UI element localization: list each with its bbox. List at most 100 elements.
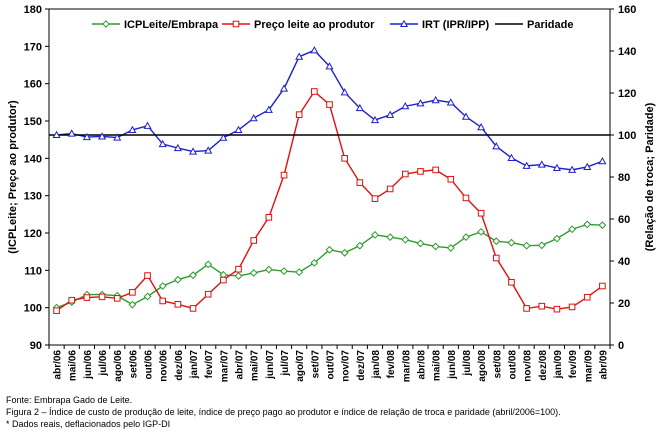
data-point: [356, 179, 364, 186]
y-axis-label-right: (Relação de troca; Paridade): [644, 102, 656, 251]
data-point: [431, 242, 440, 251]
note-caption: * Dados reais, deflacionados pelo IGP-DI: [6, 419, 171, 429]
data-point: [568, 165, 577, 173]
data-point: [82, 132, 91, 141]
y-tick-label-right: 100: [618, 130, 636, 142]
x-tick-label: dez/07: [356, 350, 367, 381]
data-point: [53, 307, 60, 314]
data-point: [553, 234, 561, 243]
data-point: [280, 267, 288, 275]
legend-label: Paridade: [527, 19, 573, 31]
y-tick-label-right: 60: [618, 214, 630, 226]
data-point: [325, 245, 334, 254]
data-point: [249, 269, 258, 277]
x-tick-label: jun/07: [265, 350, 276, 380]
x-tick-label: ago/06: [113, 350, 124, 382]
x-tick-label: set/08: [492, 350, 503, 379]
data-point: [507, 238, 516, 247]
data-point: [537, 160, 546, 168]
data-point: [417, 168, 424, 175]
legend-item-4: Paridade: [495, 19, 573, 31]
x-tick-label: dez/06: [174, 350, 185, 381]
x-tick-label: mai/07: [250, 350, 261, 382]
data-point: [98, 132, 107, 140]
x-tick-label: dez/08: [538, 350, 549, 381]
data-point: [598, 157, 607, 165]
y-tick-label-right: 20: [618, 298, 630, 310]
x-tick-label: jan/09: [553, 350, 564, 380]
data-point: [523, 305, 530, 312]
data-point: [432, 166, 439, 174]
x-tick-label: ago/07: [295, 350, 306, 382]
data-point: [279, 84, 289, 92]
data-point: [310, 258, 319, 267]
data-point: [249, 113, 258, 122]
data-point: [295, 52, 304, 60]
x-tick-label: jan/07: [189, 350, 200, 380]
data-point: [568, 225, 577, 234]
data-point: [143, 292, 152, 301]
data-point: [129, 289, 136, 296]
x-tick-label: abr/07: [235, 350, 246, 380]
x-tick-label: jun/08: [447, 350, 458, 380]
data-point: [401, 235, 410, 244]
data-point: [583, 293, 591, 301]
x-tick-label: mai/06: [68, 350, 79, 382]
data-point: [583, 162, 592, 170]
data-point: [371, 230, 379, 239]
data-point: [204, 290, 212, 298]
legend-label: Preço leite ao produtor: [254, 19, 375, 31]
source-caption: Fonte: Embrapa Gado de Leite.: [6, 395, 133, 405]
data-point: [568, 303, 576, 311]
data-point: [477, 227, 486, 236]
y-tick-label-left: 180: [24, 4, 42, 16]
legend-label: ICPLeite/Embrapa: [124, 19, 219, 31]
x-tick-label: fev/08: [386, 350, 397, 379]
data-point: [462, 233, 470, 242]
data-point: [295, 268, 304, 277]
data-point: [355, 103, 364, 112]
x-tick-label: ago/08: [477, 350, 488, 382]
x-tick-label: jul/07: [280, 350, 291, 377]
legend-label: IRT (IPR/IPP): [422, 19, 490, 31]
y-tick-label-left: 150: [24, 116, 42, 128]
data-point: [386, 185, 394, 193]
data-point: [174, 301, 182, 308]
x-tick-label: nov/08: [523, 350, 534, 382]
y-tick-label-left: 160: [24, 79, 42, 91]
x-tick-label: set/06: [128, 350, 139, 379]
line-chart: 90 100 110 120 130 140 150 160 170 180 0 20 40 60 80 10…: [7, 4, 656, 382]
data-point: [340, 248, 349, 257]
x-tick-label: fev/07: [204, 350, 215, 379]
data-point: [461, 112, 471, 120]
x-tick-label: abr/09: [598, 350, 609, 380]
x-tick-label: out/07: [326, 350, 337, 380]
y-tick-label-right: 120: [618, 88, 636, 100]
y-tick-label-left: 120: [24, 228, 42, 240]
data-point: [220, 276, 227, 284]
data-point: [204, 260, 213, 269]
x-tick-label: jul/08: [462, 350, 473, 377]
data-point: [355, 241, 364, 250]
data-point: [173, 275, 182, 284]
legend-item-3: IRT (IPR/IPP): [390, 19, 490, 31]
data-point: [326, 101, 333, 108]
data-point: [234, 125, 243, 134]
x-tick-label: mai/08: [432, 350, 443, 382]
data-point: [98, 293, 106, 301]
figure-caption: Figura 2 – Índice de custo de produção d…: [6, 407, 561, 417]
y-axis-label-left: (ICPLeite; Preço ao produtor): [7, 100, 19, 254]
data-point: [598, 221, 607, 230]
y-tick-label-left: 110: [24, 265, 42, 277]
y-tick-label-right: 80: [618, 172, 630, 184]
x-tick-label: out/06: [144, 350, 155, 380]
data-point: [325, 62, 334, 70]
data-point: [128, 300, 137, 309]
data-point: [189, 271, 197, 280]
data-point: [102, 20, 110, 28]
x-tick-label: fev/09: [568, 350, 579, 379]
x-tick-label: nov/06: [159, 350, 170, 382]
data-point: [219, 133, 228, 141]
data-point: [477, 123, 486, 131]
y-tick-label-left: 130: [24, 191, 42, 203]
